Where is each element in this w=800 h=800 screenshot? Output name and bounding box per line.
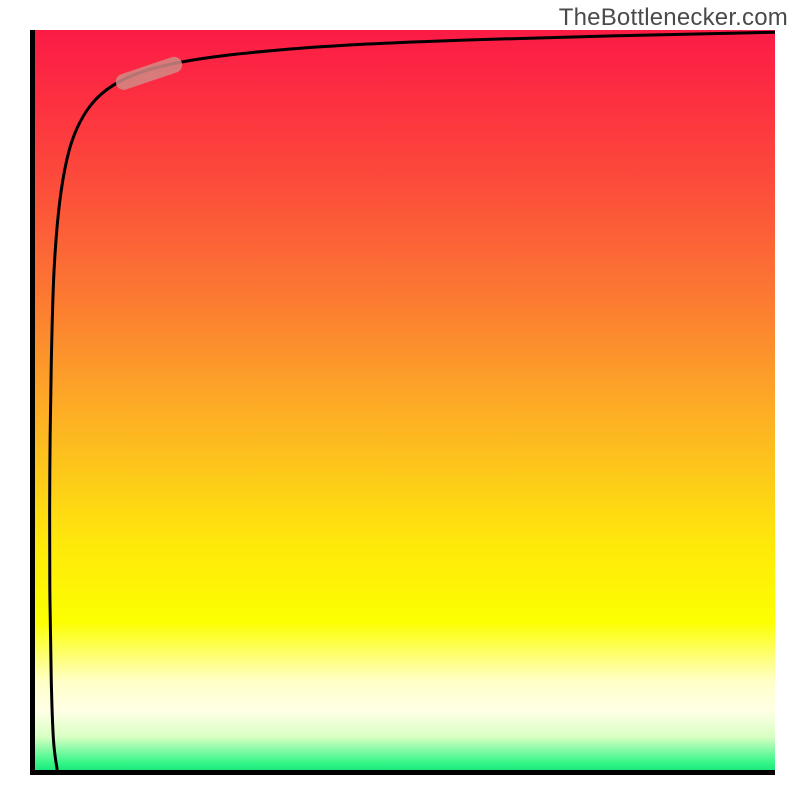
- curve-path: [50, 32, 775, 770]
- curve-layer: [35, 30, 775, 770]
- attribution-text: TheBottlenecker.com: [559, 4, 788, 32]
- highlight-marker: [124, 65, 174, 82]
- plot-area: [30, 30, 775, 775]
- chart-container: TheBottlenecker.com: [0, 0, 800, 800]
